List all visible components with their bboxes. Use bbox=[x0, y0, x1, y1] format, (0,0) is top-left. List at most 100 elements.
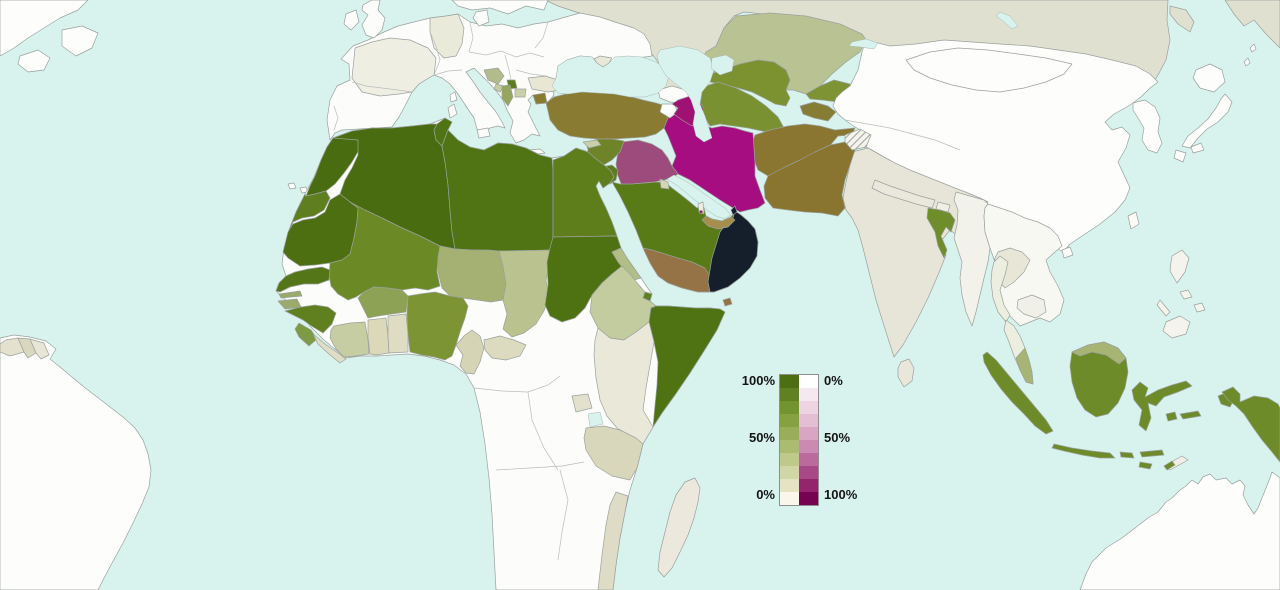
island-java bbox=[1051, 443, 1116, 459]
island-seram bbox=[1179, 410, 1202, 420]
island-sardinia bbox=[447, 103, 458, 119]
country-guinea bbox=[284, 304, 337, 334]
legend-green-column-cell-6 bbox=[780, 453, 799, 466]
island-flores bbox=[1139, 449, 1165, 458]
legend-purple-column-cell-5 bbox=[799, 440, 818, 453]
legend-green-column-cell-3 bbox=[780, 414, 799, 427]
country-western-sahara bbox=[288, 190, 331, 231]
island-sakhalin bbox=[1169, 5, 1195, 33]
country-bosnia bbox=[483, 67, 505, 85]
country-mongolia bbox=[905, 47, 1073, 93]
country-bangladesh bbox=[926, 207, 956, 259]
island-canary bbox=[287, 182, 297, 190]
country-kuwait bbox=[659, 178, 670, 190]
country-tanzania bbox=[583, 425, 644, 481]
island-great-britain bbox=[361, 0, 386, 39]
region-crimea bbox=[593, 55, 613, 68]
legend-right-middle: 50% bbox=[824, 430, 851, 445]
country-mozambique bbox=[597, 491, 629, 590]
country-uganda bbox=[571, 393, 593, 413]
island-cyprus bbox=[582, 139, 602, 149]
island-madagascar bbox=[657, 477, 701, 578]
country-nepal bbox=[871, 179, 936, 209]
country-india bbox=[842, 147, 989, 358]
lake-victoria bbox=[587, 411, 604, 428]
legend-green-column-cell-9 bbox=[780, 492, 799, 505]
legend-green-column-cell-5 bbox=[780, 440, 799, 453]
country-russia-northeast bbox=[1224, 0, 1280, 49]
country-montenegro bbox=[493, 83, 505, 93]
island-hainan bbox=[1061, 246, 1074, 259]
legend-purple-column bbox=[799, 375, 818, 505]
country-brazil-coast bbox=[0, 334, 152, 590]
sea-persian-gulf bbox=[666, 174, 732, 220]
country-afghanistan bbox=[751, 123, 856, 177]
country-oman bbox=[707, 210, 759, 293]
island-ireland bbox=[343, 9, 360, 31]
island-visayas-2 bbox=[1193, 302, 1206, 313]
decorative-borders bbox=[333, 21, 961, 561]
country-sierra-leone bbox=[294, 322, 318, 347]
island-bali-lombok bbox=[1119, 451, 1135, 459]
country-cameroon bbox=[455, 329, 485, 375]
country-egypt bbox=[552, 147, 618, 238]
island-nova-scotia bbox=[17, 49, 51, 73]
country-tajikistan bbox=[799, 101, 837, 122]
island-taiwan bbox=[1127, 211, 1140, 230]
lake-aral bbox=[710, 54, 735, 76]
island-sulawesi bbox=[1131, 380, 1193, 432]
country-gambia bbox=[278, 290, 303, 299]
lake-baikal bbox=[995, 11, 1019, 30]
country-denmark bbox=[472, 9, 490, 27]
island-palawan bbox=[1156, 299, 1171, 317]
island-sumba bbox=[1138, 461, 1153, 470]
legend-green-column-cell-8 bbox=[780, 479, 799, 492]
country-scandinavia bbox=[451, 0, 549, 15]
legend-green-column bbox=[780, 375, 799, 505]
country-ghana bbox=[367, 317, 390, 356]
island-kurils-2 bbox=[1249, 43, 1257, 53]
country-ivory-coast bbox=[329, 321, 370, 358]
country-oman-musandam bbox=[730, 205, 738, 216]
country-eritrea bbox=[611, 247, 642, 281]
island-corsica bbox=[449, 91, 458, 103]
country-australia bbox=[1079, 471, 1280, 590]
island-newfoundland bbox=[61, 25, 99, 57]
island-buru bbox=[1165, 411, 1178, 422]
island-mindanao bbox=[1162, 315, 1191, 339]
country-turkey-thrace bbox=[532, 92, 548, 105]
island-visayas bbox=[1179, 289, 1193, 300]
country-french-guiana bbox=[29, 338, 50, 360]
country-germany bbox=[429, 13, 465, 59]
legend-right-top: 0% bbox=[824, 373, 843, 388]
country-togo-benin bbox=[387, 313, 409, 354]
island-luzon bbox=[1169, 249, 1190, 284]
legend-green-column-cell-2 bbox=[780, 401, 799, 414]
island-sri-lanka bbox=[897, 358, 915, 388]
country-bahrain bbox=[699, 210, 703, 214]
island-new-guinea bbox=[1221, 386, 1280, 463]
country-senegal bbox=[275, 266, 331, 293]
legend-swatches bbox=[779, 374, 819, 506]
country-canada-coast bbox=[0, 0, 89, 57]
country-korea bbox=[1132, 99, 1163, 154]
country-niger bbox=[437, 245, 507, 303]
country-macedonia bbox=[514, 88, 527, 98]
island-honshu bbox=[1181, 93, 1233, 149]
country-liberia bbox=[312, 333, 347, 364]
country-cambodia bbox=[1016, 294, 1047, 319]
legend-purple-column-cell-7 bbox=[799, 466, 818, 479]
region-kashmir-hatched bbox=[844, 128, 872, 151]
legend-purple-column-cell-9 bbox=[799, 492, 818, 505]
legend-green-column-cell-4 bbox=[780, 427, 799, 440]
legend-purple-column-cell-3 bbox=[799, 414, 818, 427]
country-malaysia-peninsula bbox=[1015, 347, 1034, 385]
lake-balkhash bbox=[848, 38, 879, 50]
sea-black-sea bbox=[551, 55, 670, 98]
legend-left-bottom: 0% bbox=[756, 487, 775, 502]
legend-left-middle: 50% bbox=[748, 430, 775, 445]
legend-green-column-cell-1 bbox=[780, 388, 799, 401]
country-somalia bbox=[648, 305, 726, 428]
island-west-timor bbox=[1163, 460, 1176, 471]
